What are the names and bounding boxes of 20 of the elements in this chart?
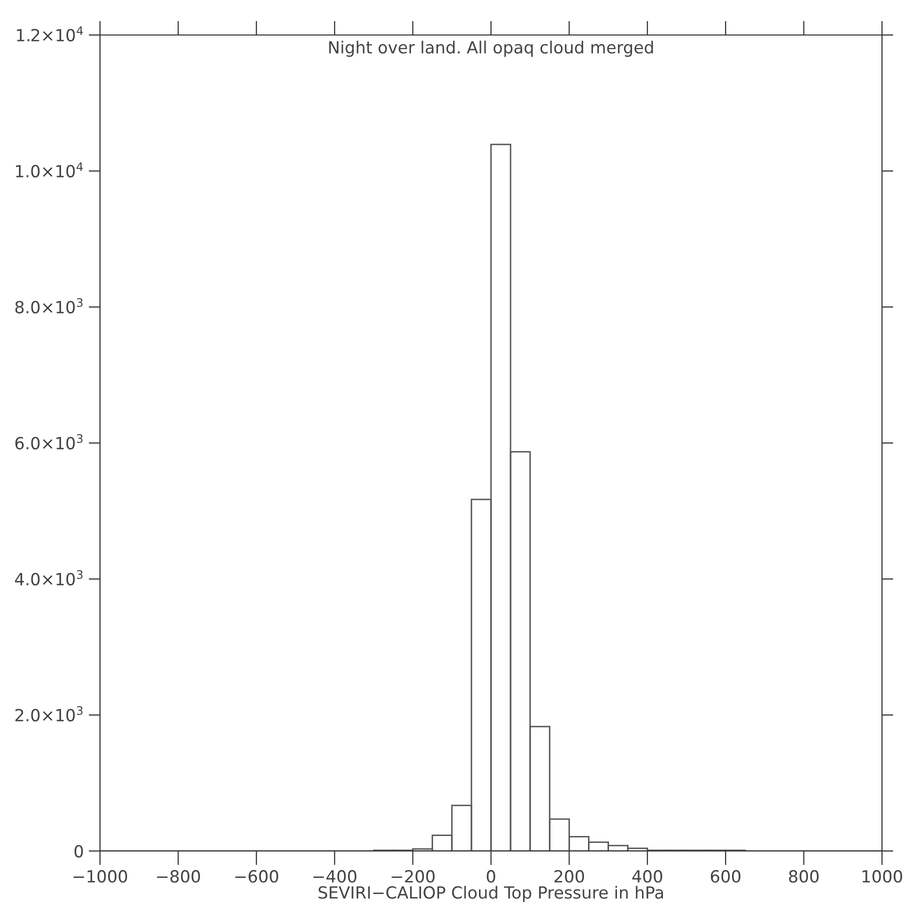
x-tick-label: −800 <box>157 870 200 883</box>
x-axis-title: SEVIRI−CALIOP Cloud Top Pressure in hPa <box>318 886 663 902</box>
y-tick-label: 6.0×10$^{3}$ <box>15 434 83 450</box>
y-tick-label: 1.0×10$^{4}$ <box>16 162 83 178</box>
y-tick-label: 8.0×10$^{3}$ <box>15 298 83 314</box>
y-tick-label: 2.0×10$^{3}$ <box>15 706 83 722</box>
x-tick-label: 400 <box>632 870 662 883</box>
y-tick-label: 1.2×10$^{4}$ <box>17 26 83 42</box>
x-tick-label: −1000 <box>74 870 128 883</box>
x-tick-label: −400 <box>313 870 356 883</box>
x-tick-label: 600 <box>710 870 740 883</box>
x-tick-label: −200 <box>392 870 435 883</box>
chart-title: Night over land. All opaq cloud merged <box>329 40 653 57</box>
y-tick-label: 4.0×10$^{3}$ <box>15 570 83 586</box>
x-tick-label: −600 <box>235 870 278 883</box>
y-tick-label: 0 <box>74 844 83 858</box>
x-tick-label: 1000 <box>862 870 902 883</box>
x-tick-label: 200 <box>554 870 584 883</box>
x-tick-label: 800 <box>789 870 819 883</box>
x-tick-label: 0 <box>486 870 496 883</box>
